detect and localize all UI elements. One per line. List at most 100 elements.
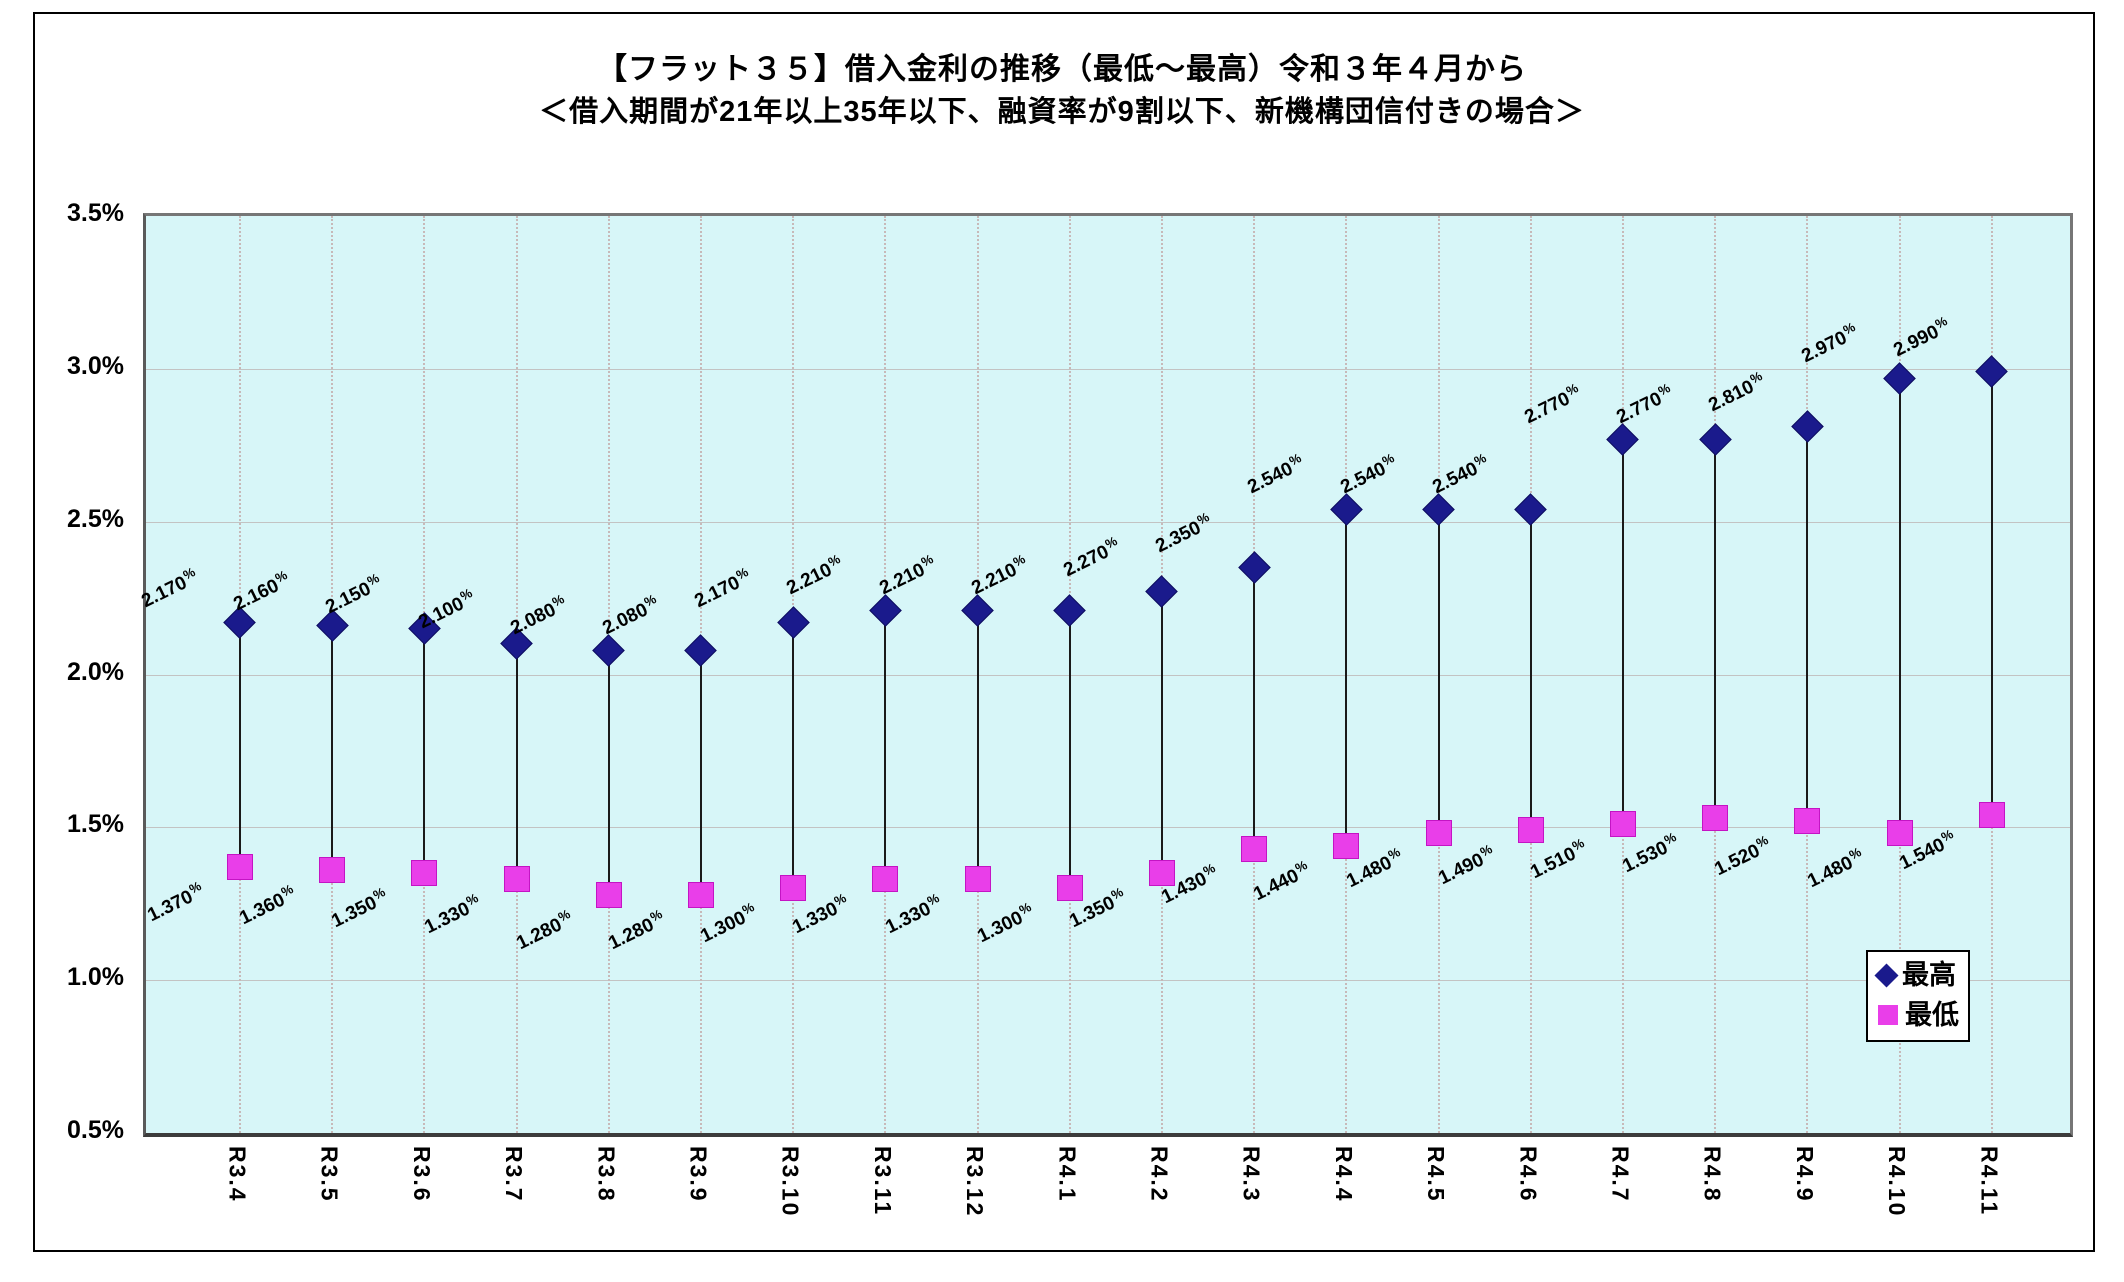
min-data-label: 1.330% — [881, 890, 942, 939]
plot-area: 2.170% 1.370% 2.160% 1.360% 2.150% 1.350% 2.10… — [138, 213, 2073, 1137]
percent-sign: % — [457, 585, 475, 604]
hilo-line — [1621, 439, 1624, 825]
max-marker — [1237, 551, 1271, 584]
percent-sign: % — [1569, 835, 1587, 854]
percent-sign: % — [1748, 368, 1765, 387]
y-tick-label: 2.0% — [67, 657, 124, 686]
hgrid-line — [146, 674, 2070, 676]
hilo-line — [238, 622, 241, 868]
x-tick-label: R3.7 — [501, 1146, 528, 1203]
min-data-label: 1.510% — [1527, 835, 1587, 884]
hilo-line — [1898, 378, 1901, 834]
min-data-label: 1.490% — [1435, 841, 1495, 890]
percent-sign: % — [180, 563, 198, 583]
min-marker — [226, 854, 253, 881]
percent-sign: % — [186, 878, 204, 897]
percent-sign: % — [641, 591, 659, 610]
hgrid-line — [146, 827, 2070, 829]
x-tick-label: R3.4 — [224, 1146, 251, 1203]
min-marker — [1333, 832, 1360, 859]
hilo-line — [607, 650, 610, 895]
legend-min-label: 最低 — [1905, 1000, 1959, 1030]
min-data-label: 1.480% — [1803, 844, 1864, 893]
x-tick-label: R4.2 — [1146, 1146, 1173, 1203]
max-marker — [776, 606, 810, 639]
hgrid-line — [146, 980, 2070, 982]
chart-subtitle: ＜借入期間が21年以上35年以下、融資率が9割以下、新機構団信付きの場合＞ — [539, 96, 1585, 128]
percent-sign: % — [1471, 450, 1489, 470]
percent-sign: % — [1287, 450, 1305, 470]
x-tick-label: R3.11 — [869, 1146, 896, 1217]
hilo-line — [1529, 509, 1532, 831]
legend-item-min: 最低 — [1878, 1000, 1960, 1030]
hilo-line — [1806, 426, 1809, 822]
min-marker — [319, 857, 346, 884]
min-marker — [780, 875, 807, 902]
y-tick-label: 1.0% — [67, 963, 124, 992]
x-tick-label: R4.6 — [1515, 1146, 1542, 1203]
min-data-label: 1.440% — [1250, 856, 1311, 905]
percent-sign: % — [1385, 844, 1403, 864]
percent-sign: % — [647, 905, 665, 925]
min-data-label: 1.280% — [605, 905, 665, 954]
min-data-label: 1.520% — [1711, 832, 1771, 881]
min-marker — [872, 866, 899, 893]
legend: 最高 最低 — [1866, 950, 1970, 1042]
min-marker — [687, 881, 714, 908]
max-marker — [1791, 410, 1824, 444]
square-icon — [1878, 1005, 1898, 1025]
percent-sign: % — [739, 899, 757, 919]
percent-sign: % — [1477, 841, 1495, 861]
percent-sign: % — [1655, 380, 1673, 399]
max-marker — [1883, 361, 1916, 395]
hgrid-line — [146, 521, 2070, 523]
percent-sign: % — [924, 890, 942, 910]
hilo-line — [1990, 371, 1993, 816]
max-marker — [1053, 594, 1087, 627]
hilo-line — [423, 628, 426, 874]
min-data-label: 1.360% — [236, 881, 296, 930]
hilo-line — [1160, 591, 1163, 874]
hilo-line — [1068, 610, 1071, 889]
legend-item-max: 最高 — [1874, 960, 1960, 990]
min-data-label: 1.300% — [974, 899, 1034, 948]
min-marker — [1241, 835, 1268, 862]
x-tick-label: R3.12 — [962, 1146, 989, 1218]
percent-sign: % — [549, 591, 567, 610]
percent-sign: % — [918, 551, 936, 571]
hilo-line — [1253, 567, 1256, 849]
percent-sign: % — [365, 569, 383, 589]
percent-sign: % — [1840, 319, 1858, 338]
percent-sign: % — [1661, 829, 1679, 848]
x-tick-label: R3.6 — [408, 1146, 435, 1203]
min-marker — [1609, 811, 1636, 838]
min-data-label: 1.330% — [420, 890, 481, 939]
percent-sign: % — [463, 890, 481, 910]
percent-sign: % — [1010, 551, 1028, 571]
hilo-line — [699, 650, 702, 895]
x-tick-label: R4.10 — [1884, 1146, 1911, 1218]
y-tick-label: 1.5% — [67, 810, 124, 839]
percent-sign: % — [1938, 826, 1956, 845]
legend-max-label: 最高 — [1902, 960, 1956, 990]
percent-sign: % — [733, 563, 751, 583]
percent-sign: % — [371, 884, 389, 903]
x-tick-label: R3.9 — [685, 1146, 712, 1203]
hilo-line — [1714, 439, 1717, 819]
hilo-line — [884, 610, 887, 880]
min-marker — [595, 881, 622, 908]
hilo-line — [515, 643, 518, 880]
min-data-label: 1.300% — [697, 899, 757, 948]
min-marker — [503, 866, 530, 893]
x-tick-label: R4.8 — [1699, 1146, 1726, 1203]
min-marker — [1702, 805, 1729, 832]
percent-sign: % — [1200, 859, 1218, 879]
max-data-label: 2.170% — [138, 563, 198, 612]
min-marker — [1056, 875, 1083, 902]
min-marker — [1886, 820, 1913, 847]
y-tick-label: 3.0% — [67, 351, 124, 380]
hilo-line — [1437, 509, 1440, 834]
min-data-label: 1.530% — [1619, 829, 1679, 878]
min-data-label: 1.280% — [513, 905, 573, 954]
